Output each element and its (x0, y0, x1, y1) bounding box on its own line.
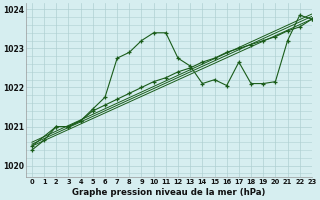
X-axis label: Graphe pression niveau de la mer (hPa): Graphe pression niveau de la mer (hPa) (72, 188, 266, 197)
